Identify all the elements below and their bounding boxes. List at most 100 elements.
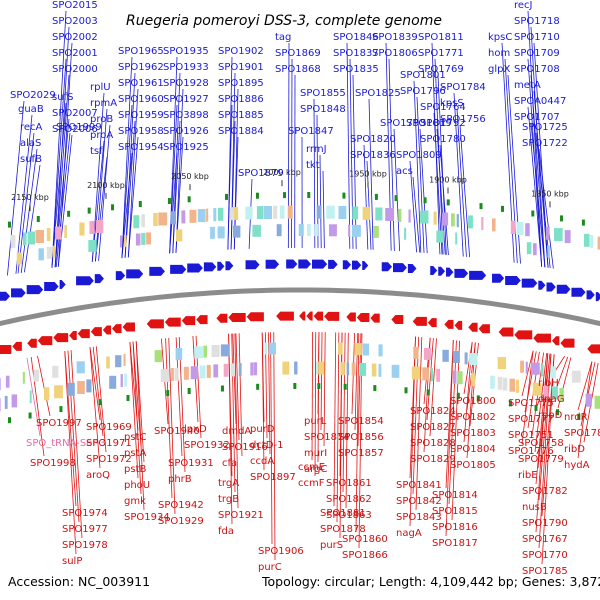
leader-line [169, 152, 178, 254]
gene-label-reverse: SPO1942 [158, 500, 204, 511]
gene-label-reverse: phrB [168, 474, 192, 485]
leader-line [273, 332, 276, 561]
leader-line [124, 120, 136, 258]
gene-label-reverse: SPO1856 [338, 432, 384, 443]
gene-label-reverse: SPO1777 [508, 414, 554, 425]
leader-line [227, 104, 233, 250]
gene-label-reverse: ccmF [298, 478, 325, 489]
leader-line [127, 136, 139, 258]
gene-label-forward: SPO1811 [418, 32, 464, 43]
gene-label-reverse: SPO1932 [184, 440, 230, 451]
leader-line [168, 337, 176, 515]
leader-line [165, 338, 173, 499]
gene-label-forward: SPO2002 [52, 32, 98, 43]
leader-line [345, 332, 349, 509]
gene-label-forward: kpsC [488, 32, 512, 43]
gene-label-reverse: SPO1758 [518, 438, 564, 449]
leader-line [92, 346, 104, 437]
accession-label: Accession: NC_003911 [8, 574, 150, 589]
gene-label-reverse: SPO1998 [30, 458, 76, 469]
gene-label-forward: sufB [20, 154, 42, 165]
leader-line [342, 332, 346, 493]
gene-label-reverse: SPO1817 [432, 538, 478, 549]
gene-label-reverse: nusB [522, 502, 547, 513]
scale-tick-label: 1950 kbp [349, 170, 387, 179]
gene-label-reverse: SPO1881 [320, 508, 366, 519]
leader-line [51, 58, 67, 268]
leader-line [270, 332, 273, 545]
gene-label-forward: SPO1769 [418, 64, 464, 75]
gene-label-forward: SPO1933 [163, 62, 209, 73]
gene-label-forward: SPO1954 [118, 142, 164, 153]
gene-label-reverse: lpxD [184, 424, 207, 435]
leader-line [453, 92, 464, 257]
gene-label-forward: tag [275, 32, 291, 43]
leader-line [172, 120, 181, 254]
leader-line [51, 102, 67, 268]
leader-line [64, 351, 77, 555]
gene-label-forward: SPO1925 [163, 142, 209, 153]
leader-line [98, 124, 111, 261]
gene-label-reverse: SPO1776 [508, 446, 554, 457]
gene-label-forward: tkt [306, 160, 320, 171]
scale-tick-label: 2150 kbp [11, 193, 49, 202]
gene-label-forward: SPO1961 [118, 78, 164, 89]
gene-label-reverse: nrdR [564, 412, 588, 423]
gene-label-reverse: SPO1860 [342, 534, 388, 545]
leader-line [89, 347, 101, 469]
cog-color-ring-bottom [0, 342, 581, 391]
gene-label-reverse: SPO1978 [62, 540, 108, 551]
leader-line [463, 342, 473, 395]
gene-label-reverse: SPO1862 [326, 494, 372, 505]
gene-label-reverse: rpoD [538, 410, 563, 421]
gene-label-forward: SPO2007 [52, 108, 98, 119]
leader-line [527, 106, 543, 267]
gene-label-forward: SPO1879 [238, 168, 284, 179]
gene-label-reverse: murI [304, 448, 327, 459]
gene-label-reverse: SPO1790 [522, 518, 568, 529]
gene-label-reverse: SPO1854 [338, 416, 384, 427]
leader-line [530, 122, 546, 268]
leader-line [541, 354, 555, 517]
leader-line [235, 333, 240, 441]
gene-label-forward: SPO1801 [400, 70, 446, 81]
gene-label-forward: SPO1839 [372, 32, 418, 43]
gene-label-forward: guaB [18, 104, 44, 115]
leader-line [51, 10, 67, 268]
gene-label-reverse: SPO1921 [218, 510, 264, 521]
gene-label-reverse: pstB [124, 464, 146, 475]
leader-line [538, 353, 552, 501]
leader-line [333, 332, 337, 507]
gene-label-reverse: SPO1805 [450, 460, 496, 471]
gene-label-forward: SPO1885 [218, 110, 264, 121]
leader-line [530, 74, 546, 268]
gene-label-forward: rplU [90, 82, 111, 93]
leader-line [132, 341, 142, 447]
gene-label-forward: SPO1793 [380, 118, 426, 129]
leader-line [527, 10, 543, 267]
gene-label-reverse: SPO1874 [304, 432, 350, 443]
leader-line [439, 144, 449, 256]
gene-label-reverse: SPO1815 [432, 506, 478, 517]
gene-label-reverse: SPO1814 [432, 490, 478, 501]
map-title: Ruegeria pomeroyi DSS-3, complete genome [126, 13, 442, 29]
leader-line [121, 152, 133, 259]
leader-line [339, 332, 343, 477]
leader-line [317, 332, 320, 463]
gene-label-reverse: SPO1931 [168, 458, 214, 469]
gene-label-reverse: dctD-1 [250, 440, 283, 451]
gene-label-reverse: SPO1770 [522, 550, 568, 561]
gene-label-reverse: dnaG [538, 394, 565, 405]
gene-label-reverse: SPO1779 [518, 454, 564, 465]
gene-label-forward: hom [488, 48, 510, 59]
gene-label-reverse: SPO1824 [410, 406, 456, 417]
scale-tick-label: 1850 kbp [531, 189, 569, 198]
gene-label-reverse: SPO1800 [450, 396, 496, 407]
leader-line [352, 74, 357, 250]
scale-tick-label: 2100 kbp [87, 181, 125, 190]
leader-line [238, 333, 243, 457]
leader-line [413, 80, 422, 253]
reverse-strand-genes [0, 311, 600, 354]
leader-line [319, 154, 322, 249]
